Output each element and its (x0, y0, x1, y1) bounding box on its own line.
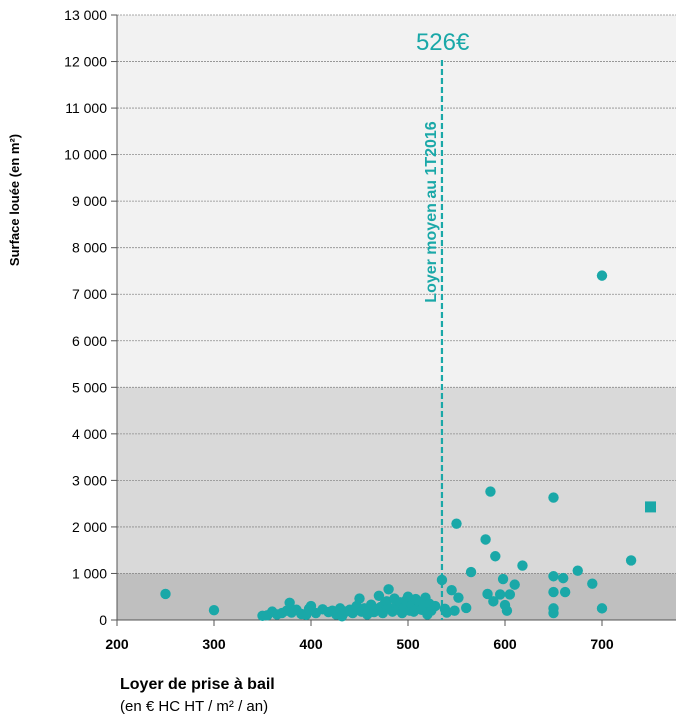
data-point (517, 560, 528, 571)
x-tick-label: 600 (493, 636, 517, 652)
axes (111, 14, 676, 626)
y-tick-label: 10 000 (64, 147, 107, 163)
data-point (504, 589, 516, 600)
y-tick-label: 9 000 (72, 193, 107, 209)
data-point (377, 607, 388, 619)
y-tick-label: 4 000 (72, 426, 107, 442)
x-tick-label: 300 (202, 636, 226, 652)
x-tick-label: 500 (396, 636, 420, 652)
data-point (284, 597, 295, 608)
data-point (160, 588, 171, 600)
data-point (383, 584, 394, 595)
reference-line-label: Loyer moyen au 1T2016 (423, 121, 440, 303)
data-point (485, 486, 496, 497)
data-point (441, 607, 452, 618)
y-tick-label: 2 000 (72, 519, 107, 535)
average-rent-line: Loyer moyen au 1T2016 526€ (416, 29, 470, 620)
data-point-square (645, 501, 656, 513)
data-point (558, 572, 569, 584)
gridlines (117, 14, 676, 574)
data-point (208, 605, 220, 616)
data-point (509, 579, 520, 590)
y-tick-label: 11 000 (65, 100, 107, 116)
y-tick-label: 6 000 (72, 333, 107, 349)
x-tick-label: 200 (105, 636, 129, 652)
data-point (548, 607, 559, 619)
y-tick-label: 1 000 (72, 565, 107, 581)
average-value-label: 526€ (416, 29, 470, 56)
background-bands (117, 15, 676, 620)
data-point (494, 589, 506, 600)
data-point (572, 565, 583, 576)
data-point (453, 592, 464, 603)
y-tick-label: 8 000 (72, 240, 107, 256)
data-point (373, 590, 385, 601)
x-tick-labels: 200300400500600700800900 (105, 636, 614, 652)
data-point (625, 555, 637, 566)
y-tick-labels: 0 1 000 2 000 3 000 4 000 5 000 6 000 7 000 8 00… (64, 7, 107, 628)
x-tick-label: 700 (590, 636, 614, 652)
data-point (548, 586, 559, 598)
data-point (429, 600, 441, 612)
data-points (160, 270, 656, 622)
data-point (497, 573, 509, 585)
y-axis-title: Surface louée (en m²) (7, 134, 22, 266)
x-axis-unit: (en € HC HT / m² / an) (120, 698, 269, 715)
data-point (449, 605, 460, 616)
x-axis-title: Loyer de prise à bail (120, 676, 275, 693)
y-tick-label: 7 000 (72, 286, 107, 302)
data-point (490, 551, 501, 562)
y-tick-label: 3 000 (72, 472, 107, 488)
data-point (480, 534, 491, 545)
data-point (596, 270, 608, 281)
data-point (461, 602, 472, 614)
x-tick-label: 400 (299, 636, 323, 652)
data-point (482, 588, 493, 600)
data-point (548, 571, 559, 582)
data-point (587, 578, 598, 589)
y-tick-label: 0 (99, 612, 107, 628)
data-point (596, 603, 608, 614)
data-point (465, 566, 477, 578)
y-tick-label: 13 000 (64, 7, 107, 23)
data-point (436, 574, 448, 586)
y-tick-label: 12 000 (64, 54, 107, 70)
data-point (446, 585, 457, 596)
data-point (488, 596, 499, 607)
data-point (354, 593, 365, 604)
data-point (559, 586, 571, 598)
y-tick-label: 5 000 (72, 379, 107, 395)
data-point (501, 605, 513, 616)
data-point (548, 492, 559, 503)
data-point (451, 518, 462, 529)
